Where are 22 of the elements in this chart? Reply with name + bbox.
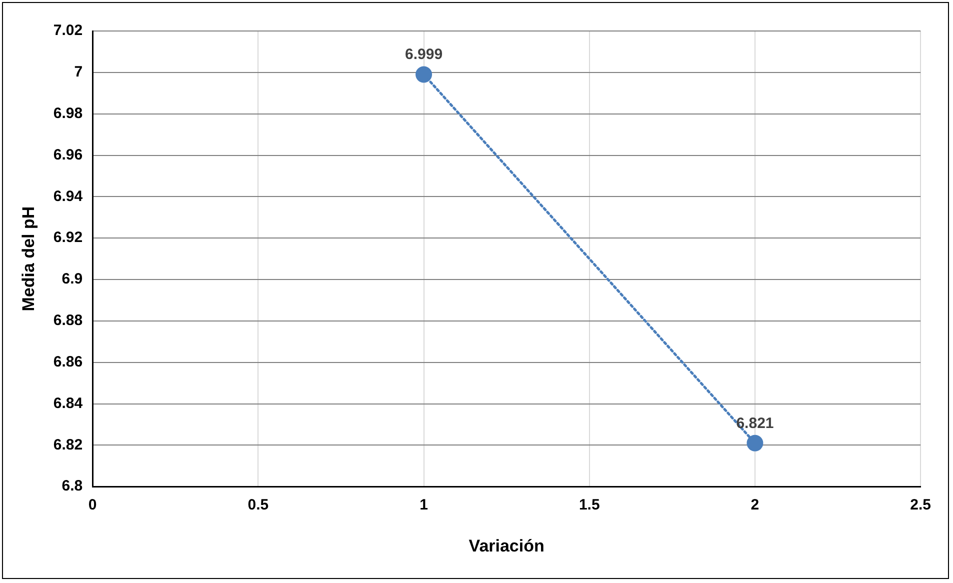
- y-tick-label: 6.9: [62, 270, 83, 288]
- y-tick-label: 6.96: [53, 146, 83, 164]
- y-tick-label: 6.88: [53, 312, 83, 330]
- y-tick-label: 7: [74, 64, 83, 81]
- y-tick-label: 6.92: [53, 229, 83, 246]
- x-tick-label: 0: [88, 496, 97, 514]
- x-tick-label: 1: [420, 496, 428, 514]
- y-tick-label: 6.86: [53, 353, 83, 370]
- data-label: 6.999: [405, 46, 443, 64]
- x-tick-label: 0.5: [248, 496, 269, 514]
- y-tick-label: 6.84: [53, 394, 84, 412]
- y-tick-label: 6.8: [62, 478, 83, 495]
- y-tick-label: 6.98: [53, 104, 83, 122]
- x-tick-label: 2.5: [910, 496, 932, 514]
- y-tick-label: 6.82: [53, 436, 83, 454]
- y-axis-title: Media del pH: [18, 206, 38, 312]
- x-tick-label: 1.5: [578, 496, 600, 514]
- x-tick-label: 2: [750, 496, 760, 514]
- y-tick-label: 6.94: [53, 188, 84, 205]
- x-axis-title: Variación: [468, 536, 544, 556]
- data-label: 6.821: [736, 414, 774, 432]
- y-tick-label: 7.02: [53, 22, 83, 40]
